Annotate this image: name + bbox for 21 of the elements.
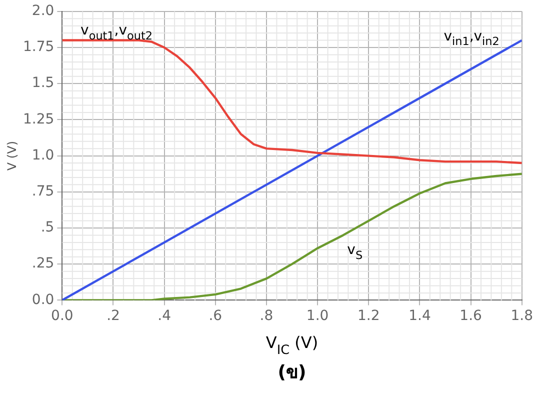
x-tick-label: 1.2 [358,308,380,324]
text: (ข) [278,362,306,384]
y-tick-label: 1.25 [23,111,54,128]
y-tick-label: .25 [32,256,54,272]
y-tick-label: .75 [32,184,54,200]
y-axis-title: V (V) [5,140,19,171]
x-tick-label: .6 [208,308,222,324]
y-tick-label: 1.0 [32,147,54,164]
x-tick-label: .4 [158,308,172,324]
y-tick-label: 2.0 [32,3,54,20]
x-tick-label: 1.4 [408,308,431,324]
x-tick-label: 1.8 [510,308,533,324]
x-tick-label: 1.0 [306,308,329,324]
y-tick-label: .5 [40,220,54,236]
y-tick-label: 0.0 [32,292,54,308]
x-tick-label: .2 [106,308,120,324]
y-tick-label: 1.75 [23,39,54,56]
x-tick-label: 1.6 [460,308,482,324]
y-tick-label: 1.5 [32,75,54,92]
x-tick-label: .8 [260,308,274,324]
x-tick-label: 0.0 [51,308,74,324]
